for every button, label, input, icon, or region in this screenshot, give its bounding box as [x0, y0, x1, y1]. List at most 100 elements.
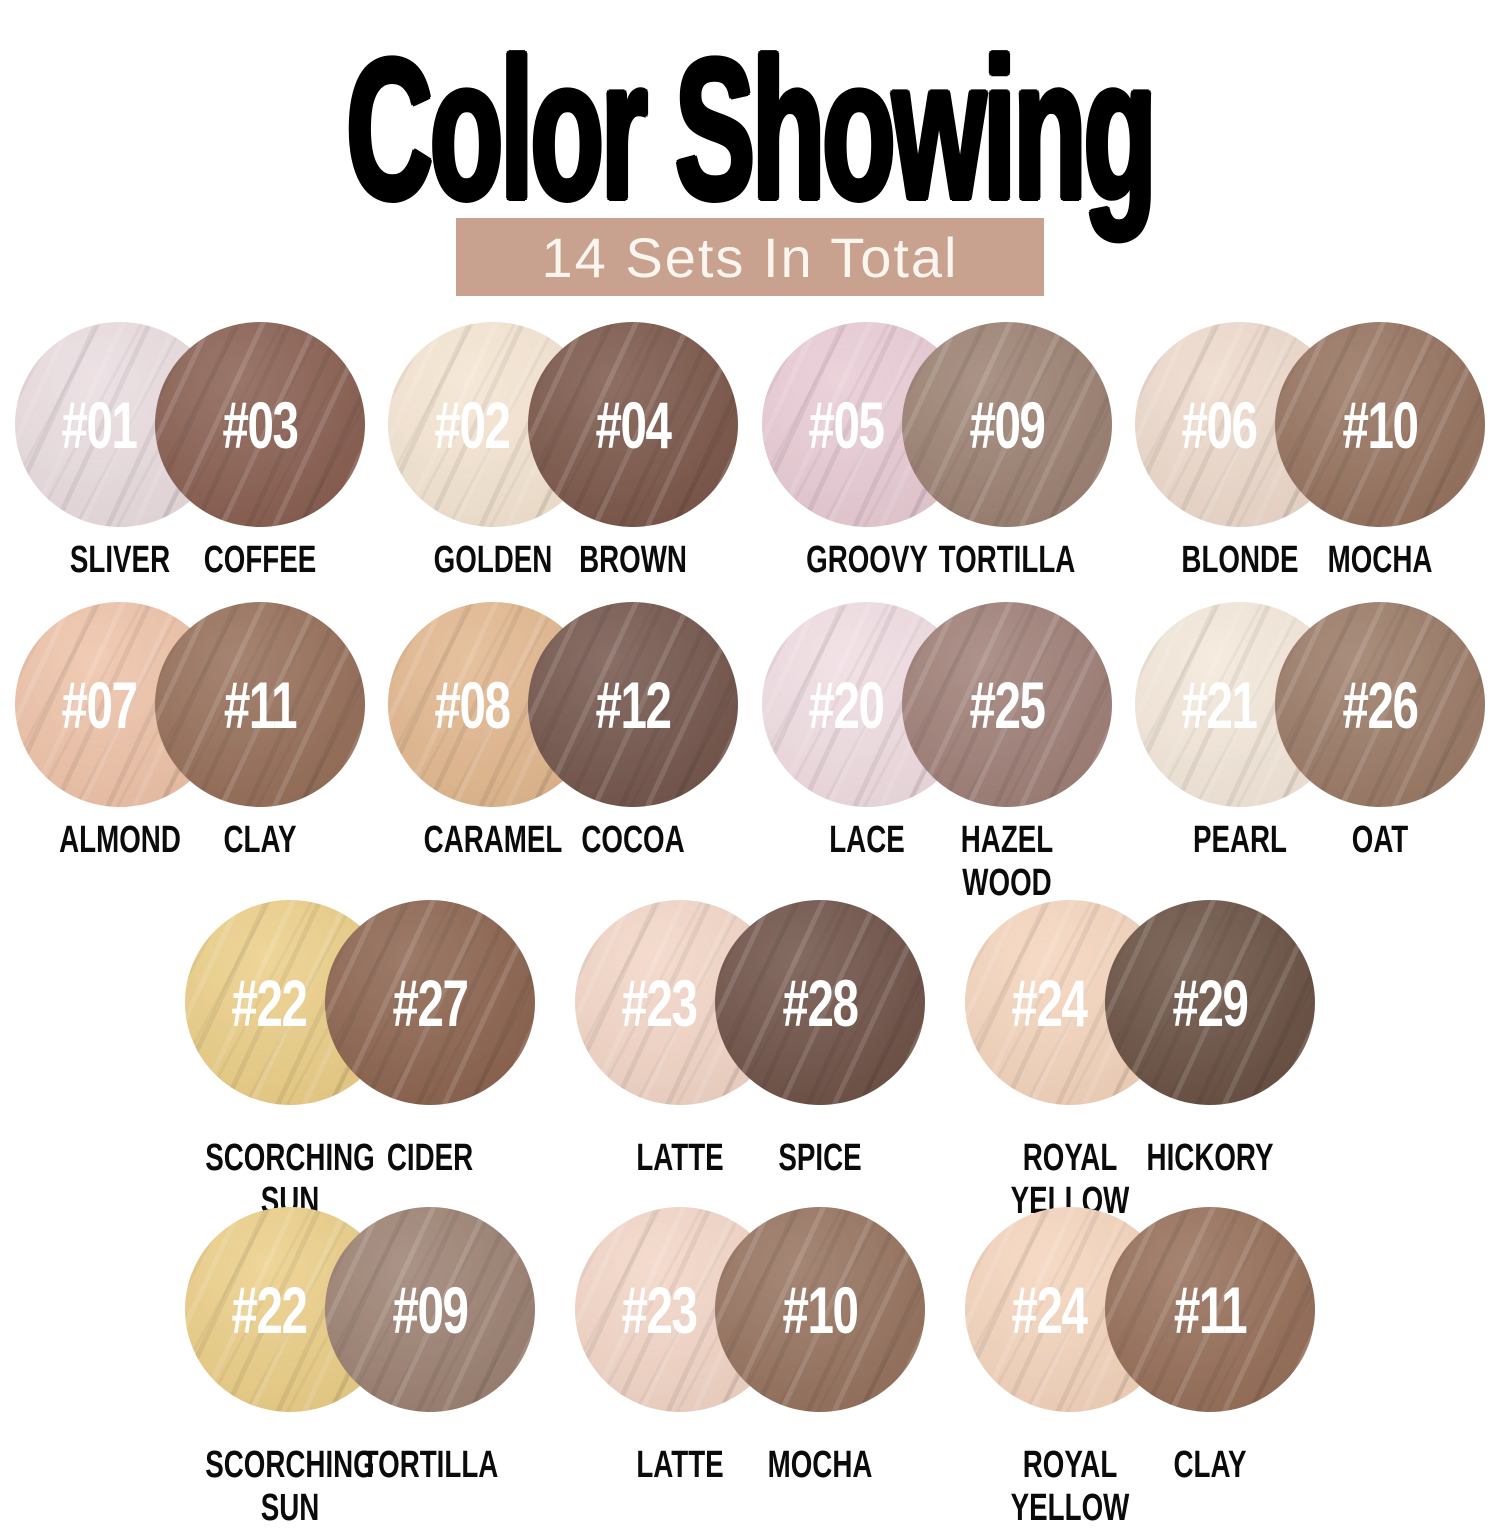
swatch-row: #07 #11 ALMOND CLAY #08 #12 CARAMEL COCOA #20 #25… [15, 602, 1485, 904]
shade-name: ALMOND [59, 819, 181, 861]
shade-names: GOLDEN BROWN [388, 539, 738, 589]
swatch-circles: #07 #11 [15, 602, 365, 807]
color-set: #24 #29 ROYAL YELLOW HICKORY [965, 900, 1315, 1222]
shade-number: #04 [595, 387, 672, 462]
shade-names: LATTE SPICE [575, 1137, 925, 1187]
shade-name: GROOVY [805, 539, 928, 581]
shade-number: #09 [392, 1272, 469, 1347]
swatch-circles: #24 #29 [965, 900, 1315, 1105]
swatch-circles: #23 #28 [575, 900, 925, 1105]
shade-number: #01 [61, 387, 138, 462]
swatch-circles: #02 #04 [388, 322, 739, 527]
shade-names: PEARL OAT [1135, 819, 1485, 869]
shade-name: OAT [1351, 819, 1409, 861]
shade-number: #24 [1011, 1272, 1088, 1347]
color-set: #06 #10 BLONDE MOCHA [1134, 322, 1485, 589]
swatch-circles: #23 #10 [575, 1207, 925, 1412]
shade-names: CARAMEL COCOA [388, 819, 738, 869]
shade-name: PEARL [1192, 819, 1287, 861]
shade-names: LATTE MOCHA [575, 1444, 925, 1494]
swatch-circle-dark: #28 [715, 900, 925, 1105]
swatch-circles: #24 #11 [965, 1207, 1315, 1412]
swatch-circles: #06 #10 [1134, 322, 1485, 527]
shade-number: #22 [231, 1272, 308, 1347]
color-set: #23 #28 LATTE SPICE [575, 900, 925, 1187]
swatch-circles: #20 #25 [761, 602, 1112, 807]
swatch-circles: #22 #27 [185, 900, 535, 1105]
color-set: #22 #27 SCORCHING SUN CIDER [185, 900, 535, 1222]
color-set: #02 #04 GOLDEN BROWN [388, 322, 739, 589]
shade-number: #12 [595, 667, 672, 742]
shade-name: GOLDEN [433, 539, 553, 581]
color-set: #24 #11 ROYAL YELLOW CLAY [965, 1207, 1315, 1529]
shade-name: HICKORY [1146, 1137, 1274, 1179]
swatch-circle-dark: #10 [1274, 322, 1485, 527]
shade-number: #05 [808, 387, 884, 462]
shade-number: #23 [621, 1272, 698, 1347]
swatch-row: #01 #03 SLIVER COFFEE #02 #04 GOLDEN BROWN #05 #0… [15, 322, 1485, 589]
shade-number: #07 [61, 667, 138, 742]
shade-names: SLIVER COFFEE [15, 539, 365, 589]
shade-number: #26 [1342, 667, 1418, 742]
shade-number: #27 [392, 965, 469, 1040]
shade-number: #25 [969, 667, 1045, 742]
swatch-circles: #08 #12 [388, 602, 739, 807]
shade-name: MOCHA [767, 1444, 873, 1486]
shade-number: #29 [1172, 965, 1249, 1040]
color-set: #07 #11 ALMOND CLAY [15, 602, 365, 869]
shade-number: #23 [621, 965, 698, 1040]
swatch-circle-dark: #10 [715, 1207, 925, 1412]
color-set: #21 #26 PEARL OAT [1134, 602, 1485, 869]
swatch-circle-dark: #11 [1105, 1207, 1315, 1412]
color-set: #01 #03 SLIVER COFFEE [15, 322, 365, 589]
shade-names: ALMOND CLAY [15, 819, 365, 869]
swatch-circle-dark: #03 [155, 322, 365, 527]
swatch-circle-dark: #04 [528, 322, 739, 527]
swatch-circle-dark: #26 [1274, 602, 1485, 807]
color-set: #22 #09 SCORCHING SUN TORTILLA [185, 1207, 535, 1529]
swatch-circles: #22 #09 [185, 1207, 535, 1412]
shade-number: #20 [808, 667, 884, 742]
swatch-grid: #01 #03 SLIVER COFFEE #02 #04 GOLDEN BROWN #05 #0… [0, 322, 1500, 1529]
shade-name: CARAMEL [423, 819, 563, 861]
swatch-circle-dark: #12 [528, 602, 739, 807]
shade-names: SCORCHING SUN CIDER [185, 1137, 535, 1222]
swatch-circles: #01 #03 [15, 322, 365, 527]
shade-name: MOCHA [1327, 539, 1433, 581]
swatch-circle-dark: #09 [325, 1207, 535, 1412]
shade-number: #11 [223, 667, 298, 742]
shade-number: #09 [969, 387, 1045, 462]
shade-number: #03 [222, 387, 299, 462]
shade-number: #24 [1011, 965, 1088, 1040]
shade-names: SCORCHING SUN TORTILLA [185, 1444, 535, 1529]
shade-name: COFFEE [203, 539, 317, 581]
shade-number: #02 [434, 387, 511, 462]
shade-number: #08 [434, 667, 511, 742]
color-set: #05 #09 GROOVY TORTILLA [761, 322, 1112, 589]
shade-names: BLONDE MOCHA [1135, 539, 1485, 589]
swatch-circle-dark: #25 [901, 602, 1112, 807]
shade-number: #21 [1181, 667, 1257, 742]
swatch-row: #22 #09 SCORCHING SUN TORTILLA #23 #10 LATTE MO… [0, 1207, 1500, 1529]
shade-name: SCORCHING SUN [205, 1444, 375, 1529]
shade-number: #28 [782, 965, 859, 1040]
swatch-circles: #05 #09 [761, 322, 1112, 527]
swatch-circle-dark: #09 [901, 322, 1112, 527]
shade-number: #10 [1342, 387, 1418, 462]
subtitle-banner-text: 14 Sets In Total [541, 225, 959, 289]
shade-name: CLAY [1173, 1444, 1247, 1486]
color-set: #23 #10 LATTE MOCHA [575, 1207, 925, 1494]
shade-names: ROYAL YELLOW HICKORY [965, 1137, 1315, 1222]
color-set: #20 #25 LACE HAZEL WOOD [761, 602, 1112, 904]
swatch-circle-dark: #11 [155, 602, 365, 807]
subtitle-banner: 14 Sets In Total [456, 218, 1044, 296]
shade-number: #10 [782, 1272, 859, 1347]
shade-name: LATTE [636, 1444, 724, 1486]
shade-name: SLIVER [69, 539, 171, 581]
shade-names: LACE HAZEL WOOD [762, 819, 1112, 904]
page-title: Color Showing [346, 18, 1157, 241]
swatch-circle-dark: #29 [1105, 900, 1315, 1105]
shade-name: BROWN [579, 539, 688, 581]
shade-name: BLONDE [1181, 539, 1299, 581]
swatch-circles: #21 #26 [1134, 602, 1485, 807]
